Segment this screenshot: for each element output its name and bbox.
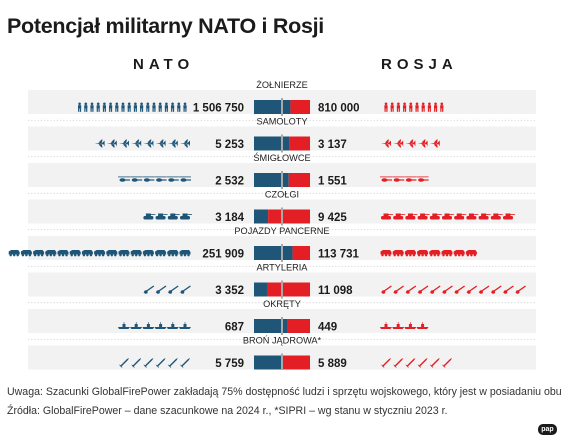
value-label-nato: 5 759 — [215, 358, 244, 370]
bar-nato — [254, 100, 290, 114]
value-label-russia: 5 889 — [318, 358, 347, 370]
armored-vehicle-icon — [167, 250, 178, 256]
nato-icon-group — [9, 250, 191, 256]
bar-midline — [281, 244, 283, 262]
armored-vehicle-icon — [33, 250, 44, 256]
bar-midline — [281, 135, 283, 153]
armored-vehicle-icon — [393, 250, 404, 256]
armored-vehicle-icon — [143, 250, 154, 256]
comparison-chart: ŻOŁNIERZE 1 506 750 810 000 SAMOLOTY 5 253 3 … — [0, 70, 564, 370]
value-label-russia: 1 551 — [318, 176, 347, 188]
value-label-russia: 810 000 — [318, 103, 360, 115]
bar-russia — [289, 173, 310, 187]
bar-midline — [281, 208, 283, 226]
armored-vehicle-icon — [21, 250, 32, 256]
category-label: CZOŁGI — [265, 190, 299, 200]
bar-midline — [281, 317, 283, 335]
armored-vehicle-icon — [381, 250, 392, 256]
page-title: Potencjał militarny NATO i Rosji — [7, 14, 324, 39]
armored-vehicle-icon — [9, 250, 20, 256]
bar-nato — [254, 173, 289, 187]
bar-russia — [293, 246, 310, 260]
value-label-nato: 3 184 — [215, 212, 244, 224]
armored-vehicle-icon — [454, 250, 465, 256]
category-label: ŻOŁNIERZE — [256, 80, 308, 90]
value-label-nato: 5 253 — [215, 139, 244, 151]
value-label-russia: 9 425 — [318, 212, 347, 224]
armored-vehicle-icon — [155, 250, 166, 256]
armored-vehicle-icon — [106, 250, 117, 256]
bar-russia — [290, 100, 310, 114]
armored-vehicle-icon — [417, 250, 428, 256]
category-label: ŚMIGŁOWCE — [253, 152, 310, 163]
bar-nato — [254, 356, 282, 370]
bar-russia — [282, 356, 310, 370]
armored-vehicle-icon — [82, 250, 93, 256]
note-sources: Źródła: GlobalFirePower – dane szacunkow… — [7, 402, 564, 421]
value-label-nato: 1 506 750 — [193, 103, 244, 115]
value-label-russia: 3 137 — [318, 139, 347, 151]
value-label-nato: 2 532 — [215, 176, 244, 188]
armored-vehicle-icon — [94, 250, 105, 256]
category-label: POJAZDY PANCERNE — [234, 226, 329, 236]
value-label-russia: 11 098 — [318, 285, 353, 297]
bar-russia — [267, 283, 310, 297]
bar-russia — [288, 319, 310, 333]
notes: Uwaga: Szacunki GlobalFirePower zakładaj… — [7, 383, 564, 421]
armored-vehicle-icon — [466, 250, 477, 256]
bar-nato — [254, 283, 267, 297]
armored-vehicle-icon — [131, 250, 142, 256]
value-label-nato: 3 352 — [215, 285, 244, 297]
russia-icon-group — [381, 214, 515, 220]
bar-nato — [254, 210, 268, 224]
value-label-nato: 687 — [225, 322, 244, 334]
bar-russia — [268, 210, 310, 224]
armored-vehicle-icon — [119, 250, 130, 256]
armored-vehicle-icon — [180, 250, 191, 256]
armored-vehicle-icon — [405, 250, 416, 256]
note-remark: Uwaga: Szacunki GlobalFirePower zakładaj… — [7, 383, 564, 402]
bar-midline — [281, 171, 283, 189]
bar-midline — [281, 98, 283, 116]
value-label-nato: 251 909 — [202, 249, 244, 261]
bar-nato — [254, 246, 293, 260]
pap-logo: pap — [538, 424, 557, 435]
armored-vehicle-icon — [442, 250, 453, 256]
armored-vehicle-icon — [70, 250, 81, 256]
bar-midline — [281, 354, 283, 371]
bar-russia — [289, 137, 310, 151]
armored-vehicle-icon — [45, 250, 56, 256]
armored-vehicle-icon — [58, 250, 69, 256]
bar-nato — [254, 137, 289, 151]
category-label: BROŃ JĄDROWA* — [243, 336, 322, 346]
value-label-russia: 449 — [318, 322, 337, 334]
category-label: ARTYLERIA — [257, 263, 309, 273]
bar-midline — [281, 281, 283, 299]
armored-vehicle-icon — [429, 250, 440, 256]
value-label-russia: 113 731 — [318, 249, 360, 261]
category-label: OKRĘTY — [263, 299, 301, 309]
category-label: SAMOLOTY — [256, 117, 307, 127]
